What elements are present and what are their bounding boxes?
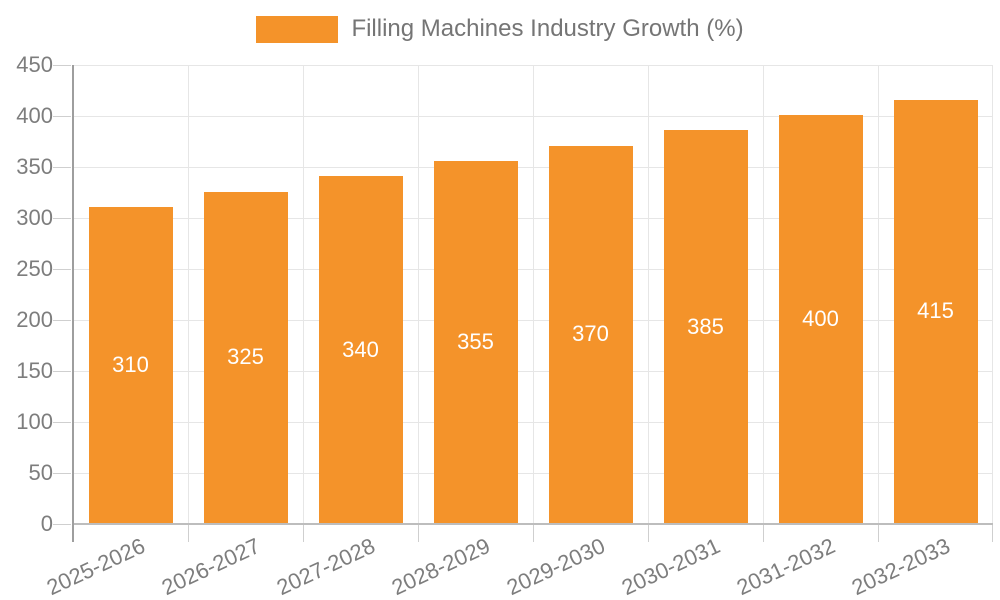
y-axis-tick — [53, 473, 71, 474]
bar-value-label: 340 — [342, 336, 379, 362]
gridline-vertical — [763, 65, 764, 524]
legend-swatch-icon — [256, 15, 339, 43]
y-axis-tick — [53, 524, 71, 525]
x-axis-line — [73, 523, 993, 525]
bar-value-label: 310 — [112, 351, 149, 377]
plot-area: 310 325 340 355 370 385 400 415 — [53, 65, 993, 542]
bar-value-label: 415 — [917, 298, 954, 324]
bar-value-label: 400 — [802, 306, 839, 331]
bar-value-label: 385 — [687, 313, 724, 339]
legend[interactable]: Filling Machines Industry Growth (%) — [0, 15, 1000, 43]
y-axis-tick-label: 450 — [16, 52, 53, 77]
y-axis-tick — [53, 218, 71, 219]
y-axis-tick — [53, 65, 71, 66]
y-axis-tick-label: 0 — [40, 511, 53, 536]
y-axis-tick — [53, 167, 71, 168]
bar[interactable]: 370 — [548, 145, 633, 523]
y-axis-tick-label: 400 — [16, 103, 53, 128]
bar-value-label: 370 — [572, 321, 609, 347]
y-axis-tick-label: 150 — [16, 358, 53, 383]
bar[interactable]: 310 — [88, 206, 173, 523]
gridline-vertical — [533, 65, 534, 524]
x-axis-tick — [303, 524, 304, 542]
bar[interactable]: 325 — [203, 191, 288, 523]
gridline-vertical — [418, 65, 419, 524]
bar-value-label: 325 — [227, 344, 264, 370]
x-axis-tick — [878, 524, 879, 542]
bar[interactable]: 415 — [893, 99, 978, 523]
bar[interactable]: 385 — [663, 130, 748, 523]
x-axis-tick — [763, 524, 764, 542]
bar[interactable]: 400 — [778, 115, 863, 523]
legend-label: Filling Machines Industry Growth (%) — [351, 15, 744, 42]
x-axis-category-label: 2028-2029 — [388, 533, 495, 600]
x-axis-tick — [648, 524, 649, 542]
x-axis-labels: 2025-2026 2026-2027 2027-2028 2028-2029 2029… — [0, 533, 1000, 600]
x-axis-category-label: 2027-2028 — [273, 533, 380, 600]
y-axis-tick — [53, 320, 71, 321]
x-axis-category-label: 2030-2031 — [618, 533, 725, 600]
bar-value-label: 355 — [457, 328, 494, 354]
x-axis-category-label: 2025-2026 — [43, 533, 150, 600]
x-axis-tick — [533, 524, 534, 542]
gridline-vertical — [878, 65, 879, 524]
gridline-vertical — [992, 65, 993, 524]
bar[interactable]: 340 — [318, 176, 403, 523]
y-axis-tick-label: 300 — [16, 205, 53, 230]
y-axis-tick — [53, 371, 71, 372]
x-axis-tick — [992, 524, 993, 542]
y-axis-tick — [53, 422, 71, 423]
y-axis-tick-label: 100 — [16, 409, 53, 434]
gridline-vertical — [188, 65, 189, 524]
gridline-vertical — [303, 65, 304, 524]
x-axis-category-label: 2026-2027 — [158, 533, 265, 600]
bar[interactable]: 355 — [433, 160, 518, 523]
x-axis-category-label: 2031-2032 — [733, 533, 840, 600]
x-axis-category-label: 2032-2033 — [848, 533, 955, 600]
x-axis-tick — [188, 524, 189, 542]
x-axis-tick — [418, 524, 419, 542]
y-axis-tick — [53, 116, 71, 117]
y-axis-tick-label: 50 — [28, 460, 53, 485]
y-axis-line — [72, 65, 74, 542]
y-axis-tick-label: 250 — [16, 256, 53, 281]
y-axis-tick-label: 350 — [16, 154, 53, 179]
y-axis-labels: 0 50 100 150 200 250 300 350 400 450 — [0, 52, 53, 536]
y-axis-tick-label: 200 — [16, 307, 53, 332]
gridline-vertical — [648, 65, 649, 524]
x-axis-category-label: 2029-2030 — [503, 533, 610, 600]
y-axis-tick — [53, 269, 71, 270]
